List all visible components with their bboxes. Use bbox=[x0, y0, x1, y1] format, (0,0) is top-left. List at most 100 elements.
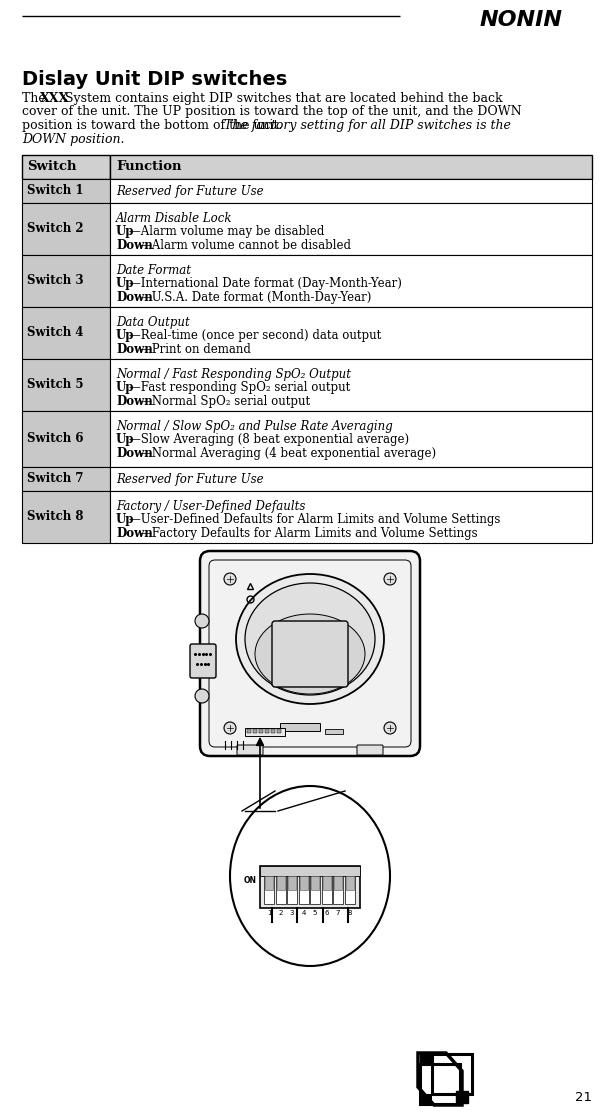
Text: Switch 3: Switch 3 bbox=[27, 274, 84, 287]
Polygon shape bbox=[420, 1054, 432, 1064]
Circle shape bbox=[384, 573, 396, 585]
Bar bbox=[265, 729, 269, 733]
Text: Factory / User-Defined Defaults: Factory / User-Defined Defaults bbox=[116, 500, 305, 514]
Text: ON: ON bbox=[244, 876, 257, 885]
Text: —Print on demand: —Print on demand bbox=[140, 343, 251, 356]
Bar bbox=[322, 876, 330, 890]
Text: Reserved for Future Use: Reserved for Future Use bbox=[116, 472, 263, 486]
Bar bbox=[110, 491, 592, 543]
Text: Switch 5: Switch 5 bbox=[27, 379, 84, 391]
Text: Dislay Unit DIP switches: Dislay Unit DIP switches bbox=[22, 70, 287, 89]
Polygon shape bbox=[420, 1094, 432, 1104]
Bar bbox=[260, 866, 360, 908]
Bar bbox=[259, 729, 263, 733]
Text: The: The bbox=[22, 92, 50, 105]
Circle shape bbox=[195, 614, 209, 628]
FancyBboxPatch shape bbox=[245, 729, 285, 736]
Text: Switch 6: Switch 6 bbox=[27, 432, 84, 446]
Text: XXX: XXX bbox=[40, 92, 69, 105]
FancyBboxPatch shape bbox=[280, 723, 320, 731]
Ellipse shape bbox=[245, 583, 375, 695]
Text: —Slow Averaging (8 beat exponential average): —Slow Averaging (8 beat exponential aver… bbox=[129, 433, 409, 447]
Text: .: . bbox=[553, 10, 560, 30]
Text: position is toward the bottom of the unit.: position is toward the bottom of the uni… bbox=[22, 119, 286, 131]
Text: DOWN position.: DOWN position. bbox=[22, 133, 125, 146]
Text: 1: 1 bbox=[266, 910, 271, 916]
Text: 6: 6 bbox=[324, 910, 328, 916]
Text: 5: 5 bbox=[313, 910, 317, 916]
Text: Normal / Slow SpO₂ and Pulse Rate Averaging: Normal / Slow SpO₂ and Pulse Rate Averag… bbox=[116, 420, 393, 433]
Text: Down: Down bbox=[116, 395, 153, 408]
Text: Up: Up bbox=[116, 514, 134, 527]
Text: Switch 7: Switch 7 bbox=[27, 472, 84, 486]
Text: System contains eight DIP switches that are located behind the back: System contains eight DIP switches that … bbox=[61, 92, 503, 105]
Bar bbox=[271, 729, 275, 733]
Polygon shape bbox=[456, 1091, 468, 1103]
Bar bbox=[22, 411, 110, 467]
Bar bbox=[110, 411, 592, 467]
Bar bbox=[334, 876, 342, 890]
Bar bbox=[333, 876, 343, 903]
Text: Function: Function bbox=[116, 160, 182, 174]
Text: 21: 21 bbox=[575, 1091, 592, 1104]
Bar bbox=[22, 155, 110, 179]
Bar bbox=[311, 876, 319, 890]
Text: 2: 2 bbox=[278, 910, 282, 916]
Text: —U.S.A. Date format (Month-Day-Year): —U.S.A. Date format (Month-Day-Year) bbox=[140, 291, 371, 304]
FancyBboxPatch shape bbox=[200, 551, 420, 756]
Text: Up: Up bbox=[116, 225, 134, 238]
Bar bbox=[298, 876, 308, 903]
Bar bbox=[22, 179, 110, 203]
Text: cover of the unit. The UP position is toward the top of the unit, and the DOWN: cover of the unit. The UP position is to… bbox=[22, 106, 522, 118]
Text: Switch: Switch bbox=[27, 160, 77, 174]
Text: Down: Down bbox=[116, 527, 153, 540]
Text: Data Output: Data Output bbox=[116, 316, 190, 329]
FancyBboxPatch shape bbox=[190, 644, 216, 678]
Text: 8: 8 bbox=[348, 910, 352, 916]
Text: The factory setting for all DIP switches is the: The factory setting for all DIP switches… bbox=[224, 119, 511, 131]
Bar bbox=[264, 876, 274, 903]
Text: —Alarm volume may be disabled: —Alarm volume may be disabled bbox=[129, 225, 324, 238]
Bar bbox=[265, 876, 273, 890]
Bar bbox=[22, 491, 110, 543]
Text: Reserved for Future Use: Reserved for Future Use bbox=[116, 185, 263, 197]
Bar bbox=[260, 866, 360, 876]
Text: Down: Down bbox=[116, 291, 153, 304]
Bar bbox=[288, 876, 296, 890]
Text: Down: Down bbox=[116, 343, 153, 356]
Text: Date Format: Date Format bbox=[116, 264, 191, 277]
Bar bbox=[277, 729, 281, 733]
Text: —Fast responding SpO₂ serial output: —Fast responding SpO₂ serial output bbox=[129, 381, 350, 394]
Bar bbox=[300, 876, 308, 890]
Bar bbox=[22, 307, 110, 359]
Bar bbox=[110, 255, 592, 307]
Bar bbox=[253, 729, 257, 733]
Text: Switch 8: Switch 8 bbox=[27, 510, 84, 524]
FancyBboxPatch shape bbox=[272, 620, 348, 687]
Text: —User-Defined Defaults for Alarm Limits and Volume Settings: —User-Defined Defaults for Alarm Limits … bbox=[129, 514, 500, 527]
Bar bbox=[322, 876, 332, 903]
Bar bbox=[110, 155, 592, 179]
Text: Up: Up bbox=[116, 277, 134, 291]
FancyBboxPatch shape bbox=[357, 745, 383, 755]
Circle shape bbox=[224, 722, 236, 734]
Bar bbox=[110, 359, 592, 411]
Circle shape bbox=[384, 722, 396, 734]
Text: Switch 1: Switch 1 bbox=[27, 185, 84, 197]
Text: —International Date format (Day-Month-Year): —International Date format (Day-Month-Ye… bbox=[129, 277, 402, 291]
Bar bbox=[276, 876, 286, 903]
Bar bbox=[247, 729, 251, 733]
Text: Switch 2: Switch 2 bbox=[27, 223, 84, 235]
Text: —Alarm volume cannot be disabled: —Alarm volume cannot be disabled bbox=[140, 240, 351, 252]
Bar bbox=[276, 876, 284, 890]
Text: —Real-time (once per second) data output: —Real-time (once per second) data output bbox=[129, 330, 381, 342]
Text: Down: Down bbox=[116, 447, 153, 460]
Bar bbox=[287, 876, 297, 903]
Bar bbox=[346, 876, 354, 890]
Ellipse shape bbox=[255, 614, 365, 694]
Bar bbox=[22, 255, 110, 307]
Text: 3: 3 bbox=[290, 910, 294, 916]
Text: 4: 4 bbox=[301, 910, 306, 916]
Bar bbox=[22, 203, 110, 255]
Bar bbox=[110, 467, 592, 491]
